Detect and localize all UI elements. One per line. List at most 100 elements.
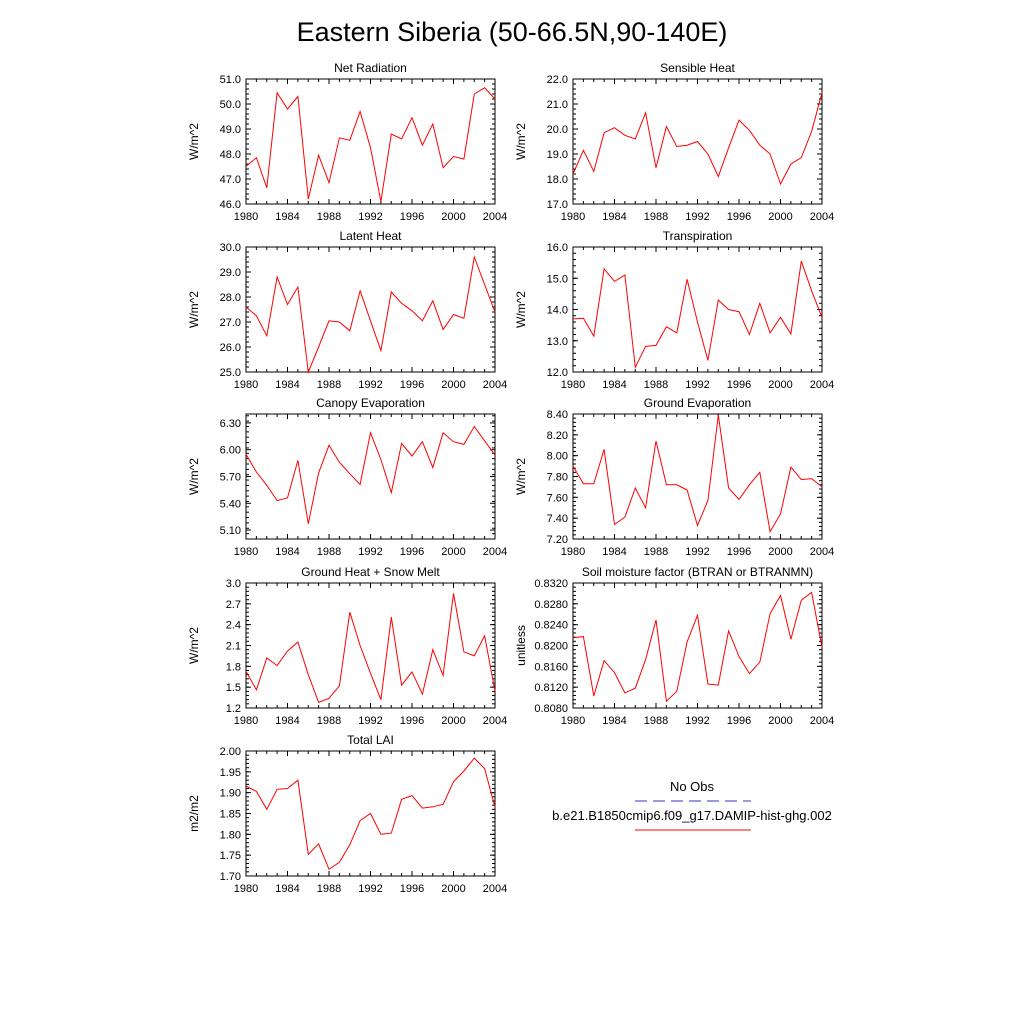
x-tick-label: 1992 xyxy=(358,715,382,727)
panel-ground-heat-snow-melt: 1980 1984 1988 1992 1996 2000 2004 1.2 1.5 1.8 2.1… xyxy=(187,565,507,727)
y-tick-label: 5.40 xyxy=(220,498,241,510)
y-tick-label: 1.8 xyxy=(226,661,241,673)
y-tick-label: 14.0 xyxy=(547,305,568,317)
x-tick-label: 1980 xyxy=(561,211,585,223)
panel-title: Transpiration xyxy=(663,229,733,243)
panel-title: Soil moisture factor (BTRAN or BTRANMN) xyxy=(582,565,813,579)
x-tick-label: 2004 xyxy=(810,546,834,558)
x-tick-label: 2000 xyxy=(768,211,792,223)
series-line xyxy=(572,92,823,186)
x-tick-label: 2004 xyxy=(483,379,507,391)
y-tick-label: 20.0 xyxy=(547,124,568,136)
y-axis-label: W/m^2 xyxy=(187,291,201,328)
y-tick-label: 49.0 xyxy=(220,124,241,136)
y-tick-label: 8.40 xyxy=(547,409,568,421)
x-tick-label: 1996 xyxy=(400,715,424,727)
panel-title: Net Radiation xyxy=(334,61,407,75)
y-tick-label: 1.70 xyxy=(220,871,241,883)
y-tick-label: 6.30 xyxy=(220,418,241,430)
x-tick-label: 1996 xyxy=(400,546,424,558)
y-tick-label: 7.20 xyxy=(547,534,568,546)
plot-frame xyxy=(572,246,823,373)
y-tick-label: 8.20 xyxy=(547,430,568,442)
y-tick-label: 16.0 xyxy=(547,242,568,254)
x-tick-label: 1984 xyxy=(275,546,299,558)
x-tick-label: 1988 xyxy=(317,211,341,223)
y-tick-label: 0.8320 xyxy=(534,578,568,590)
y-tick-label: 7.60 xyxy=(547,492,568,504)
y-tick-label: 5.10 xyxy=(220,525,241,537)
x-tick-label: 1988 xyxy=(644,379,668,391)
y-tick-label: 27.0 xyxy=(220,317,241,329)
panel-total-lai: 1980 1984 1988 1992 1996 2000 2004 1.70 1.75 1.80… xyxy=(187,733,507,895)
panel-canopy-evaporation: 1980 1984 1988 1992 1996 2000 2004 5.10 5.40 5.70… xyxy=(187,396,507,558)
panel-title: Sensible Heat xyxy=(660,61,735,75)
x-tick-label: 1988 xyxy=(317,715,341,727)
plot-frame xyxy=(245,78,496,205)
x-tick-label: 1992 xyxy=(358,883,382,895)
y-tick-label: 1.5 xyxy=(226,682,241,694)
x-tick-label: 2004 xyxy=(483,883,507,895)
panel-net-radiation: 1980 1984 1988 1992 1996 2000 2004 46.0 47.0 48.0… xyxy=(187,61,507,223)
x-tick-label: 1984 xyxy=(602,379,626,391)
y-tick-label: 15.0 xyxy=(547,273,568,285)
x-tick-label: 2004 xyxy=(810,211,834,223)
panel-title: Latent Heat xyxy=(339,229,402,243)
x-tick-label: 2004 xyxy=(483,546,507,558)
y-tick-label: 1.75 xyxy=(220,850,241,862)
panel-title: Ground Evaporation xyxy=(644,396,751,410)
x-tick-label: 1988 xyxy=(317,379,341,391)
y-axis-label: m2/m2 xyxy=(187,795,201,832)
x-tick-label: 1988 xyxy=(317,883,341,895)
y-tick-label: 7.40 xyxy=(547,513,568,525)
panel-soil-moisture-factor-btran-or-btranmn: 1980 1984 1988 1992 1996 2000 2004 0.8080 0.8120… xyxy=(514,565,834,727)
y-tick-label: 12.0 xyxy=(547,367,568,379)
x-tick-label: 1984 xyxy=(275,211,299,223)
x-tick-label: 2000 xyxy=(441,883,465,895)
y-tick-label: 0.8280 xyxy=(534,599,568,611)
panel-title: Ground Heat + Snow Melt xyxy=(301,565,440,579)
y-tick-label: 19.0 xyxy=(547,149,568,161)
y-axis-label: W/m^2 xyxy=(187,458,201,495)
page-title: Eastern Siberia (50-66.5N,90-140E) xyxy=(297,17,728,47)
x-tick-label: 1984 xyxy=(602,211,626,223)
y-axis-label: W/m^2 xyxy=(514,458,528,495)
y-tick-label: 1.90 xyxy=(220,788,241,800)
y-tick-label: 30.0 xyxy=(220,242,241,254)
y-axis-label: W/m^2 xyxy=(187,627,201,664)
series-line xyxy=(245,593,496,704)
y-tick-label: 1.95 xyxy=(220,767,241,779)
x-tick-label: 1984 xyxy=(275,715,299,727)
y-tick-label: 0.8240 xyxy=(534,620,568,632)
y-tick-label: 6.00 xyxy=(220,445,241,457)
x-tick-label: 1996 xyxy=(727,715,751,727)
y-tick-label: 29.0 xyxy=(220,267,241,279)
x-tick-label: 2004 xyxy=(810,379,834,391)
x-tick-label: 1980 xyxy=(234,715,258,727)
y-tick-label: 8.00 xyxy=(547,451,568,463)
x-tick-label: 2000 xyxy=(768,546,792,558)
x-tick-label: 1980 xyxy=(234,211,258,223)
x-tick-label: 1980 xyxy=(234,546,258,558)
plot-frame xyxy=(245,582,496,709)
y-axis-label: W/m^2 xyxy=(514,291,528,328)
panel-ground-evaporation: 1980 1984 1988 1992 1996 2000 2004 7.20 7.40 7.60… xyxy=(514,396,834,558)
y-tick-label: 0.8200 xyxy=(534,641,568,653)
panels: 1980 1984 1988 1992 1996 2000 2004 46.0 47.0 48.0… xyxy=(187,61,834,895)
y-tick-label: 3.0 xyxy=(226,578,241,590)
x-tick-label: 1992 xyxy=(685,715,709,727)
series-line xyxy=(572,591,823,703)
x-tick-label: 2000 xyxy=(441,546,465,558)
y-tick-label: 2.00 xyxy=(220,746,241,758)
y-axis-label: unitless xyxy=(514,625,528,666)
panel-title: Canopy Evaporation xyxy=(316,396,425,410)
x-tick-label: 2000 xyxy=(441,379,465,391)
series-line xyxy=(572,260,823,370)
x-tick-label: 2000 xyxy=(768,715,792,727)
x-tick-label: 1980 xyxy=(561,546,585,558)
x-tick-label: 1992 xyxy=(358,379,382,391)
x-tick-label: 1992 xyxy=(685,546,709,558)
y-tick-label: 28.0 xyxy=(220,292,241,304)
y-tick-label: 1.85 xyxy=(220,809,241,821)
